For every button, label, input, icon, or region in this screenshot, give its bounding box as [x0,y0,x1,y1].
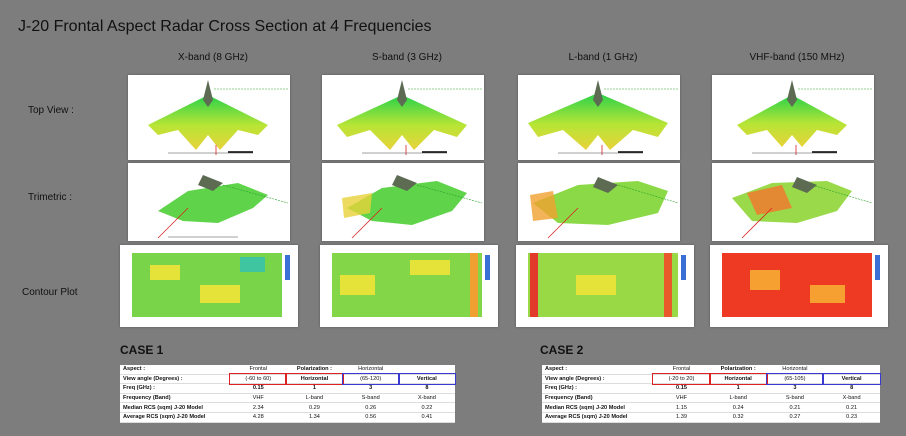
table-cell: S-band [343,393,399,403]
table-cell: 0.27 [767,412,824,422]
table-cell: 0.26 [343,403,399,413]
table-cell: VHF [230,393,286,403]
view-angle-polarization-1: Horizontal [286,374,342,384]
table-cell: 8 [399,384,455,394]
trimetric-vhf-band [712,163,874,241]
table-row: Average RCS (sqm) J-20 Model 1.39 0.32 0… [542,412,880,422]
freq-label: Freq (GHz) : [542,384,653,394]
view-angle-range-1: (-60 to 60) [230,374,286,384]
average-rcs-label: Average RCS (sqm) J-20 Model [120,412,230,422]
table-cell: 2.34 [230,403,286,413]
band-label: Frequency (Band) [120,393,230,403]
table-row: Median RCS (sqm) J-20 Model 2.34 0.29 0.… [120,403,455,413]
freq-label: Freq (GHz) : [120,384,230,394]
top-view-s-band [322,75,484,160]
case1-table: Aspect : Frontal Polarization : Horizont… [120,365,455,423]
table-row: Freq (GHz) : 0.15 1 3 8 [120,384,455,394]
table-cell: 1.39 [653,412,710,422]
view-angle-polarization-2: Vertical [823,374,880,384]
column-header-x-band: X-band (8 GHz) [128,52,298,63]
table-cell: 1 [286,384,342,394]
view-angle-range-2: (65-105) [767,374,824,384]
view-angle-range-1: (-20 to 20) [653,374,710,384]
table-row: Aspect : Frontal Polarization : Horizont… [542,365,880,374]
table-cell: 1.15 [653,403,710,413]
table-row: Frequency (Band) VHF L-band S-band X-ban… [120,393,455,403]
table-cell: 0.32 [710,412,767,422]
polarization-value: Horizontal [767,365,824,374]
table-cell: 3 [767,384,824,394]
table-cell: 4.28 [230,412,286,422]
page-title: J-20 Frontal Aspect Radar Cross Section … [18,18,432,36]
table-cell: 0.15 [230,384,286,394]
case2-table: Aspect : Frontal Polarization : Horizont… [542,365,880,423]
column-header-l-band: L-band (1 GHz) [518,52,688,63]
top-view-vhf-band [712,75,874,160]
top-view-x-band [128,75,290,160]
table-row: Aspect : Frontal Polarization : Horizont… [120,365,455,374]
table-cell: 0.29 [286,403,342,413]
view-angle-polarization-2: Vertical [399,374,455,384]
row-label-contour-plot: Contour Plot [22,287,78,298]
table-row: View angle (Degrees) : (-20 to 20) Horiz… [542,374,880,384]
contour-plot-l-band [516,245,694,327]
view-angle-label: View angle (Degrees) : [120,374,230,384]
polarization-label: Polarization : [286,365,342,374]
table-cell: 8 [823,384,880,394]
aspect-value: Frontal [230,365,286,374]
table-cell: VHF [653,393,710,403]
aspect-label: Aspect : [120,365,230,374]
table-row: Average RCS (sqm) J-20 Model 4.28 1.34 0… [120,412,455,422]
table-cell: 1 [710,384,767,394]
table-cell: 3 [343,384,399,394]
trimetric-l-band [518,163,680,241]
table-cell: L-band [710,393,767,403]
column-header-vhf-band: VHF-band (150 MHz) [712,52,882,63]
contour-plot-x-band [120,245,298,327]
view-angle-range-2: (65-120) [343,374,399,384]
row-label-trimetric: Trimetric : [28,192,72,203]
table-cell: 0.21 [767,403,824,413]
table-row: Freq (GHz) : 0.15 1 3 8 [542,384,880,394]
table-row: Median RCS (sqm) J-20 Model 1.15 0.24 0.… [542,403,880,413]
table-cell: 0.41 [399,412,455,422]
trimetric-s-band [322,163,484,241]
table-row: Frequency (Band) VHF L-band S-band X-ban… [542,393,880,403]
top-view-l-band [518,75,680,160]
column-header-s-band: S-band (3 GHz) [322,52,492,63]
polarization-label: Polarization : [710,365,767,374]
table-cell: 0.24 [710,403,767,413]
table-cell: 0.21 [823,403,880,413]
table-cell: X-band [823,393,880,403]
table-cell: S-band [767,393,824,403]
table-cell: 0.22 [399,403,455,413]
table-cell: 0.23 [823,412,880,422]
polarization-value: Horizontal [343,365,399,374]
median-rcs-label: Median RCS (sqm) J-20 Model [120,403,230,413]
average-rcs-label: Average RCS (sqm) J-20 Model [542,412,653,422]
view-angle-polarization-1: Horizontal [710,374,767,384]
view-angle-label: View angle (Degrees) : [542,374,653,384]
row-label-top-view: Top View : [28,105,74,116]
table-cell: X-band [399,393,455,403]
case2-title: CASE 2 [540,343,583,357]
median-rcs-label: Median RCS (sqm) J-20 Model [542,403,653,413]
table-cell: 1.34 [286,412,342,422]
table-cell: L-band [286,393,342,403]
case1-title: CASE 1 [120,343,163,357]
table-cell: 0.15 [653,384,710,394]
band-label: Frequency (Band) [542,393,653,403]
aspect-label: Aspect : [542,365,653,374]
contour-plot-vhf-band [710,245,888,327]
table-row: View angle (Degrees) : (-60 to 60) Horiz… [120,374,455,384]
aspect-value: Frontal [653,365,710,374]
contour-plot-s-band [320,245,498,327]
table-cell: 0.56 [343,412,399,422]
trimetric-x-band [128,163,290,241]
